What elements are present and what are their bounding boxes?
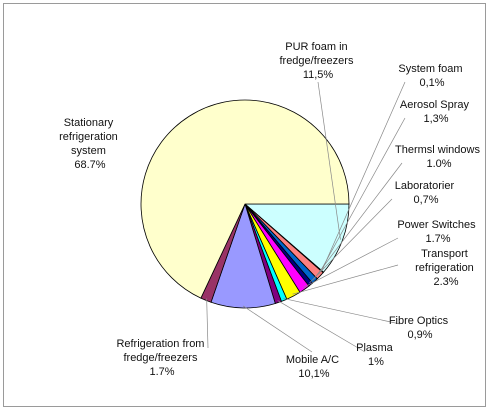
label-power-switches: Power Switches 1.7% [397,219,478,245]
pie-slice-stationary-refrigeration-system [140,99,350,299]
label-mobile-line1: Mobile A/C [286,354,339,366]
label-transport-value: 2.3% [433,276,458,288]
leader-line-plasma [277,300,366,353]
label-system-foam-value: 0,1% [419,77,444,89]
leader-line-mobile-a-c [242,305,313,353]
label-fibre-value: 0,9% [407,329,432,341]
label-fibre-line1: Fibre Optics [389,315,449,327]
label-refrig-line2: fredge/freezers [123,352,197,364]
label-plasma-value: 1% [368,356,384,368]
label-transport-line1: Transport [421,248,468,260]
label-aerosol-spray: Aerosol Spray 1,3% [400,99,472,125]
leader-line-system-foam [321,81,406,272]
label-aerosol-line1: Aerosol Spray [400,99,470,111]
label-windows-line1: Thermsl windows [395,144,480,156]
label-plasma: Plasma 1% [356,342,396,368]
label-pur-foam-value: 11,5% [303,69,334,81]
label-pur-foam-line1: PUR foam in [285,41,347,53]
leader-line-pur-foam-in-fredge-freezers [317,81,341,240]
label-system-foam-line1: System foam [398,63,462,75]
leader-line-fibre-optics [283,298,401,325]
leader-line-transport-refrigeration [292,264,399,295]
leader-line-thermsl-windows [313,162,403,280]
label-laboratorier: Laboratorier 0,7% [395,180,457,206]
label-stationary-line3: system [71,145,106,157]
label-transport-line2: refrigeration [415,262,474,274]
label-plasma-line1: Plasma [356,342,394,354]
label-stationary-line1: Stationary [64,117,114,129]
label-fibre-optics: Fibre Optics 0,9% [389,315,451,341]
label-pur-foam: PUR foam in fredge/freezers 11,5% [279,41,356,81]
label-thermal-windows: Thermsl windows 1.0% [395,144,483,170]
label-stationary-line2: refrigeration [59,131,118,143]
label-windows-value: 1.0% [426,158,451,170]
label-refrig-line1: Refrigeration from [116,338,204,350]
label-system-foam: System foam 0,1% [398,63,465,89]
leader-line-refrigeration-from-fredge-freezers [206,298,209,349]
label-refrigeration-fredge: Refrigeration from fredge/freezers 1.7% [116,338,207,378]
label-mobile-ac: Mobile A/C 10,1% [286,354,342,380]
label-mobile-value: 10,1% [298,368,329,380]
label-lab-line1: Laboratorier [395,180,455,192]
label-pur-foam-line2: fredge/freezers [279,55,353,67]
pie-slice-pur-foam-in-fredge-freezers [243,203,350,273]
label-refrig-value: 1.7% [149,366,174,378]
label-power-line1: Power Switches [397,219,476,231]
leader-line-power-switches [303,237,399,288]
label-aerosol-value: 1,3% [423,113,448,125]
label-transport-refrigeration: Transport refrigeration 2.3% [415,248,477,288]
label-stationary-value: 68.7% [74,159,105,171]
leader-line-laboratorier [309,198,393,284]
label-lab-value: 0,7% [413,194,438,206]
leader-line-aerosol-spray [318,117,406,275]
label-stationary-refrigeration: Stationary refrigeration system 68.7% [59,117,121,171]
label-power-value: 1.7% [425,233,450,245]
